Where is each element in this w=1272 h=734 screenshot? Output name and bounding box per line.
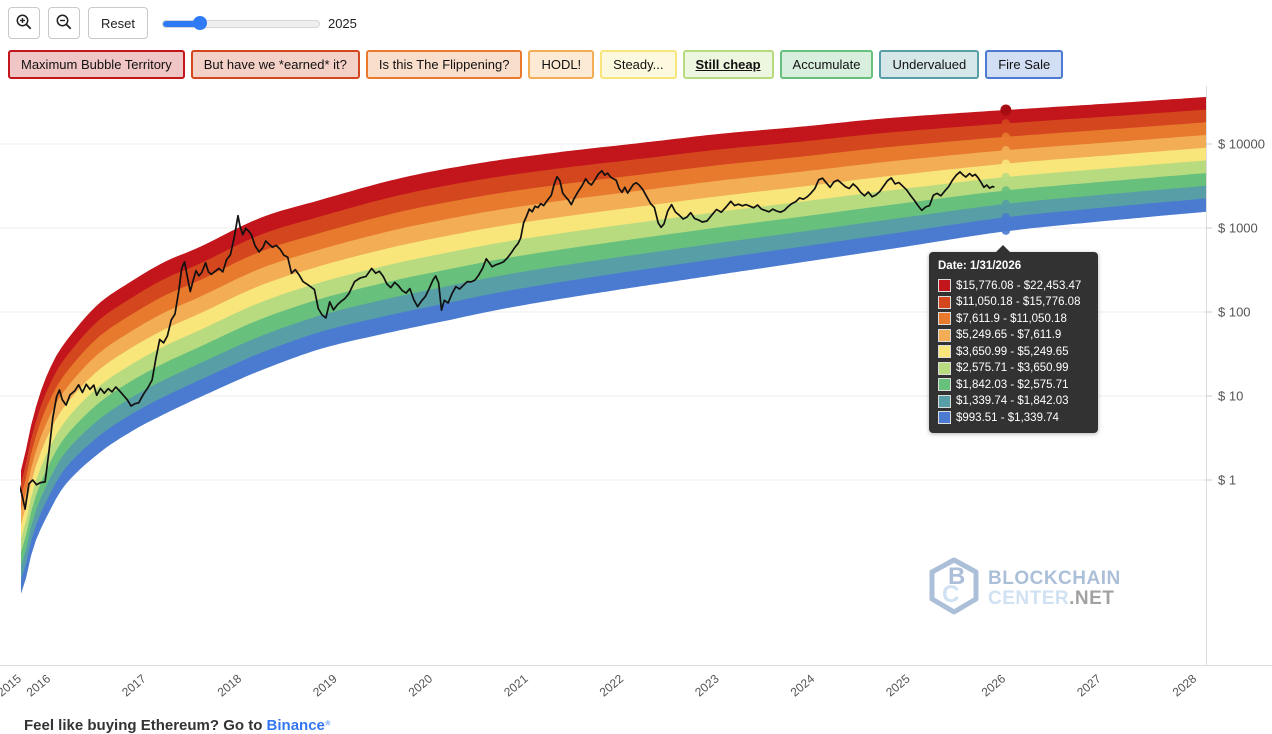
tooltip-row-2: $7,611.9 - $11,050.18 xyxy=(938,312,1088,325)
x-axis-tick-label-2020: 2020 xyxy=(406,671,436,699)
hover-dot-6 xyxy=(1001,186,1011,195)
tooltip-row-7: $1,339.74 - $1,842.03 xyxy=(938,394,1088,408)
tooltip-row-5: $2,575.71 - $3,650.99 xyxy=(938,361,1088,375)
hover-dot-2 xyxy=(1001,132,1011,142)
tooltip-range-0: $15,776.08 - $22,453.47 xyxy=(956,279,1082,292)
hover-dot-1 xyxy=(1001,119,1011,128)
tooltip-swatch-8 xyxy=(938,411,951,424)
tooltip-range-5: $2,575.71 - $3,650.99 xyxy=(956,362,1069,374)
zoom-in-button[interactable] xyxy=(8,7,40,39)
tooltip-range-7: $1,339.74 - $1,842.03 xyxy=(956,395,1069,407)
y-axis-tick-label-0: $ 10000 xyxy=(1218,137,1265,152)
footer-asterisk: * xyxy=(324,717,331,734)
tooltip-swatch-0 xyxy=(938,279,951,292)
slider-fill xyxy=(162,21,200,27)
hover-dot-9 xyxy=(1001,226,1011,235)
y-axis-tick-label-2: $ 100 xyxy=(1218,305,1251,320)
reset-button[interactable]: Reset xyxy=(88,7,148,39)
tooltip-range-1: $11,050.18 - $15,776.08 xyxy=(956,296,1081,308)
x-axis-tick-label-2015: 2015 xyxy=(0,671,24,699)
hover-dot-0 xyxy=(1000,104,1012,116)
hover-dot-5 xyxy=(1001,172,1011,182)
legend-button-1[interactable]: But have we *earned* it? xyxy=(190,50,360,79)
blockchaincenter-watermark: B C BLOCKCHAIN CENTER.NET xyxy=(928,556,1121,621)
tooltip-range-2: $7,611.9 - $11,050.18 xyxy=(956,312,1067,325)
slider-thumb[interactable] xyxy=(192,16,207,30)
tooltip-swatch-3 xyxy=(938,328,951,342)
x-axis-tick-label-2025: 2025 xyxy=(883,671,913,699)
tooltip-date: Date: 1/31/2026 xyxy=(938,260,1022,272)
x-axis-tick-label-2019: 2019 xyxy=(310,671,340,699)
tooltip-swatch-6 xyxy=(938,378,951,391)
zoom-out-button[interactable] xyxy=(48,7,80,39)
tooltip-row-8: $993.51 - $1,339.74 xyxy=(938,411,1088,424)
rainbow-band-7[interactable] xyxy=(21,185,1206,581)
x-axis-tick-label-2018: 2018 xyxy=(215,671,245,699)
legend-button-0[interactable]: Maximum Bubble Territory xyxy=(8,50,185,79)
tooltip-swatch-1 xyxy=(938,295,951,309)
legend-button-2[interactable]: Is this The Flippening? xyxy=(365,50,523,79)
blockchaincenter-logo-icon: B C xyxy=(928,556,980,621)
tooltip-arrow xyxy=(996,245,1010,252)
tooltip-swatch-2 xyxy=(938,312,951,325)
legend-button-7[interactable]: Undervalued xyxy=(879,50,980,79)
x-axis-tick-label-2026: 2026 xyxy=(979,671,1009,699)
y-axis-tick-label-4: $ 1 xyxy=(1218,473,1236,488)
tooltip-row-3: $5,249.65 - $7,611.9 xyxy=(938,328,1088,342)
tooltip-range-3: $5,249.65 - $7,611.9 xyxy=(956,329,1062,341)
tooltip-range-6: $1,842.03 - $2,575.71 xyxy=(956,378,1069,391)
hover-dot-3 xyxy=(1001,146,1011,155)
hover-dot-8 xyxy=(1001,213,1011,222)
legend-button-4[interactable]: Steady... xyxy=(600,50,677,79)
zoom-out-icon xyxy=(55,13,73,34)
rainbow-band-8[interactable] xyxy=(21,198,1206,594)
x-axis-tick-label-2017: 2017 xyxy=(119,671,149,699)
legend-button-3[interactable]: HODL! xyxy=(528,50,595,79)
zoom-in-icon xyxy=(15,13,33,34)
tooltip-range-4: $3,650.99 - $5,249.65 xyxy=(956,345,1069,358)
tooltip-range-8: $993.51 - $1,339.74 xyxy=(956,411,1059,424)
tooltip-row-4: $3,650.99 - $5,249.65 xyxy=(938,345,1088,358)
tooltip-row-6: $1,842.03 - $2,575.71 xyxy=(938,378,1088,391)
slider-value: 2025 xyxy=(327,15,357,31)
svg-text:C: C xyxy=(942,581,959,608)
tooltip-swatch-4 xyxy=(938,345,951,358)
x-axis-tick-label-2022: 2022 xyxy=(597,671,627,699)
footer-text: Feel like buying Ethereum? Go to Binance… xyxy=(24,717,331,734)
x-axis-tick-label-2023: 2023 xyxy=(692,671,722,699)
watermark-net: .NET xyxy=(1069,587,1115,609)
tooltip-swatch-5 xyxy=(938,361,951,375)
x-axis-tick-label-2021: 2021 xyxy=(501,671,531,699)
rainbow-band-6[interactable] xyxy=(21,173,1206,567)
legend-button-8[interactable]: Fire Sale xyxy=(985,50,1064,79)
watermark-line2: CENTER xyxy=(988,587,1070,609)
year-slider[interactable] xyxy=(161,15,320,31)
x-axis-tick-label-2028: 2028 xyxy=(1170,671,1200,699)
watermark-line1: BLOCKCHAIN xyxy=(988,567,1121,589)
tooltip-row-1: $11,050.18 - $15,776.08 xyxy=(938,295,1088,309)
footer-label: Feel like buying Ethereum? Go to xyxy=(24,717,267,734)
hover-dot-4 xyxy=(1001,159,1011,168)
x-axis-tick-label-2016: 2016 xyxy=(24,671,54,699)
svg-text:B: B xyxy=(948,563,965,590)
chart-tooltip: Date: 1/31/2026 $15,776.08 - $22,453.47 $… xyxy=(929,245,1098,433)
hover-dot-7 xyxy=(1001,199,1011,209)
x-axis-tick-label-2024: 2024 xyxy=(788,671,818,699)
x-axis-tick-label-2027: 2027 xyxy=(1074,671,1104,699)
y-axis-tick-label-1: $ 1000 xyxy=(1218,221,1258,236)
rainbow-band-5[interactable] xyxy=(21,160,1206,553)
watermark-text: BLOCKCHAIN CENTER.NET xyxy=(988,567,1121,609)
binance-link[interactable]: Binance xyxy=(266,717,325,734)
legend-button-6[interactable]: Accumulate xyxy=(779,50,874,79)
price-line xyxy=(20,169,995,510)
tooltip-swatch-7 xyxy=(938,394,951,408)
y-axis-tick-label-3: $ 10 xyxy=(1218,389,1243,404)
slider-track[interactable] xyxy=(161,20,320,28)
legend-button-5[interactable]: Still cheap xyxy=(682,50,774,79)
toolbar: Reset 2025 xyxy=(8,7,357,39)
tooltip-row-0: $15,776.08 - $22,453.47 xyxy=(938,279,1088,292)
band-legend: Maximum Bubble Territory But have we *ear… xyxy=(8,50,1064,79)
